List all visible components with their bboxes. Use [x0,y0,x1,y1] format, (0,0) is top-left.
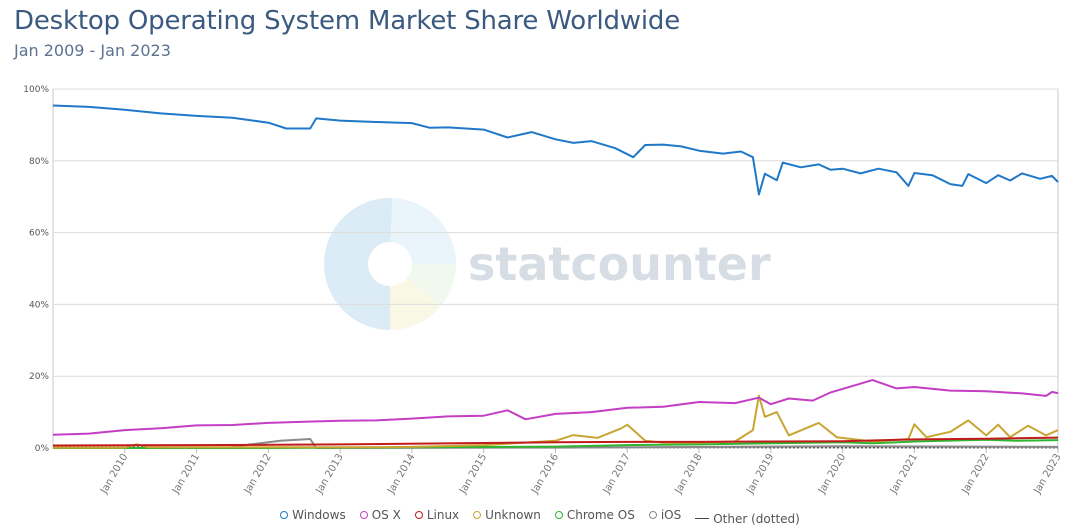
x-tick-label: Jan 2012 [242,452,274,497]
legend-marker-icon [554,511,563,519]
legend-label: Other (dotted) [713,511,800,526]
x-tick-label: Jan 2021 [888,452,920,497]
statcounter-logo [323,197,456,331]
legend-label: Unknown [485,508,541,522]
series-line-unknown [53,394,1059,449]
y-tick-label: 100% [23,85,49,95]
watermark-text: statcounter [468,237,771,291]
y-tick-label: 0% [35,444,50,454]
legend-label: Windows [292,508,346,522]
legend-item-os-x[interactable]: OS X [359,508,401,522]
legend-label: Chrome OS [566,508,635,522]
legend-label: Linux [426,508,460,522]
series-line-os-x [52,379,1059,436]
y-tick-label: 40% [29,300,49,310]
x-tick-label: Jan 2016 [529,452,561,497]
x-tick-label: Jan 2011 [170,452,202,497]
legend-item-windows[interactable]: Windows [280,508,346,522]
series-line-windows [52,104,1059,196]
legend-item-chrome-os[interactable]: Chrome OS [554,508,635,522]
legend-marker-icon [280,511,289,519]
legend-marker-icon [695,518,710,519]
x-tick-label: Jan 2010 [98,452,130,497]
x-tick-label: Jan 2019 [744,452,776,497]
legend-label: iOS [660,508,682,522]
x-tick-label: Jan 2017 [601,452,633,497]
legend-marker-icon [473,511,482,519]
x-tick-label: Jan 2022 [960,452,992,497]
legend-marker-icon [359,511,368,519]
x-tick-label: Jan 2023 [1032,452,1064,497]
legend-item-linux[interactable]: Linux [414,508,460,522]
y-tick-label: 20% [29,372,49,382]
x-tick-label: Jan 2015 [457,452,489,497]
legend-item-other-dotted[interactable]: Other (dotted) [695,512,800,526]
legend-marker-icon [414,511,423,519]
legend-marker-icon [648,511,657,519]
chart-subtitle: Jan 2009 - Jan 2023 [14,41,171,60]
y-tick-label: 80% [29,157,49,167]
x-tick-label: Jan 2014 [385,452,417,497]
legend-item-unknown[interactable]: Unknown [473,508,541,522]
x-tick-label: Jan 2013 [314,452,346,497]
legend-item-ios[interactable]: iOS [648,508,682,522]
y-tick-label: 60% [29,229,49,239]
x-tick-label: Jan 2018 [673,452,705,497]
chart-legend: Windows OS X Linux Unknown Chrome OS iOS Other… [0,508,1080,526]
legend-label: OS X [371,508,401,522]
series-line-linux [52,436,1059,447]
x-tick-label: Jan 2020 [816,452,848,497]
chart-title: Desktop Operating System Market Share Wo… [14,6,680,36]
